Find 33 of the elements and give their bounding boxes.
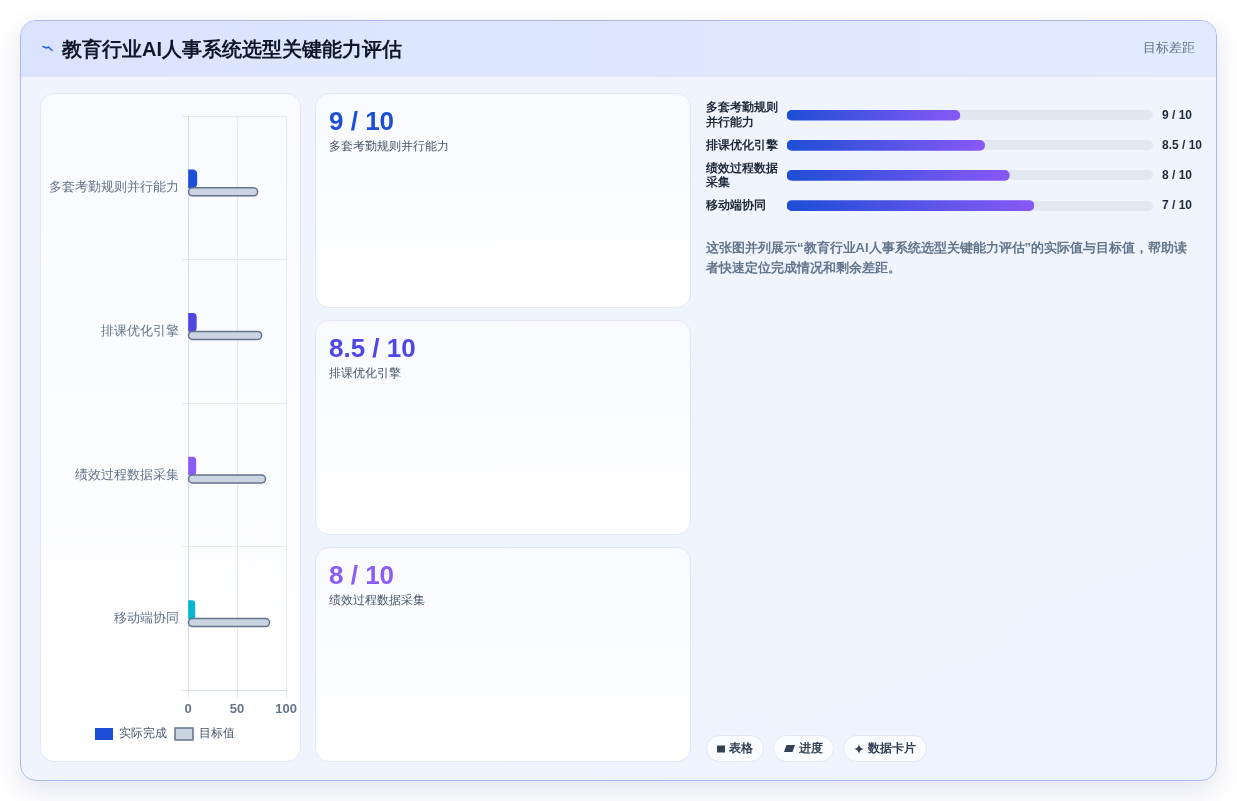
y-tick-label: 排课优化引擎 xyxy=(705,137,779,152)
bar xyxy=(188,456,197,476)
y-tick-label: 绩效过程数据采集 xyxy=(705,160,778,189)
x-tick-label: 100 xyxy=(275,700,298,716)
text: 进度 xyxy=(799,740,823,757)
x-tick-label: 0 xyxy=(184,700,192,716)
y-tick-label: 移动端协同 xyxy=(114,610,179,626)
y-tick-label: 移动端协同 xyxy=(705,197,766,212)
text: 多套考勤规则并行能力 xyxy=(329,138,449,154)
text: 目标差距 xyxy=(1143,39,1195,57)
text: 表格 xyxy=(729,740,753,757)
chart-title: 教育行业AI人事系统选型关键能力评估 xyxy=(62,37,402,62)
text: 数据卡片 xyxy=(868,740,916,757)
text: 排课优化引擎 xyxy=(329,365,401,381)
legend-label: 目标值 xyxy=(199,726,235,741)
text: 9 / 10 xyxy=(329,106,395,136)
text: 8 / 10 xyxy=(1162,167,1193,182)
y-tick-label: 排课优化引擎 xyxy=(101,322,179,338)
y-tick-label: 多套考勤规则并行能力 xyxy=(49,179,179,195)
text: 8.5 / 10 xyxy=(1162,137,1203,152)
bar xyxy=(188,600,196,619)
y-tick-label: 绩效过程数据采集 xyxy=(75,466,179,482)
text: 7 / 10 xyxy=(1162,197,1193,212)
text: 8 / 10 xyxy=(329,560,395,590)
legend-label: 实际完成 xyxy=(119,726,167,741)
bar xyxy=(188,169,198,189)
y-tick-label: 多套考勤规则并行能力 xyxy=(705,100,778,129)
bar xyxy=(188,313,197,332)
text: 绩效过程数据采集 xyxy=(329,592,425,608)
text: 9 / 10 xyxy=(1162,107,1193,122)
text: 8.5 / 10 xyxy=(329,333,416,363)
text: 这张图并列展示“教育行业AI人事系统选型关键能力评估”的实际值与目标值，帮助读者快速定位完成情况和剩余差距。 xyxy=(706,239,1188,277)
x-tick-label: 50 xyxy=(229,700,245,716)
